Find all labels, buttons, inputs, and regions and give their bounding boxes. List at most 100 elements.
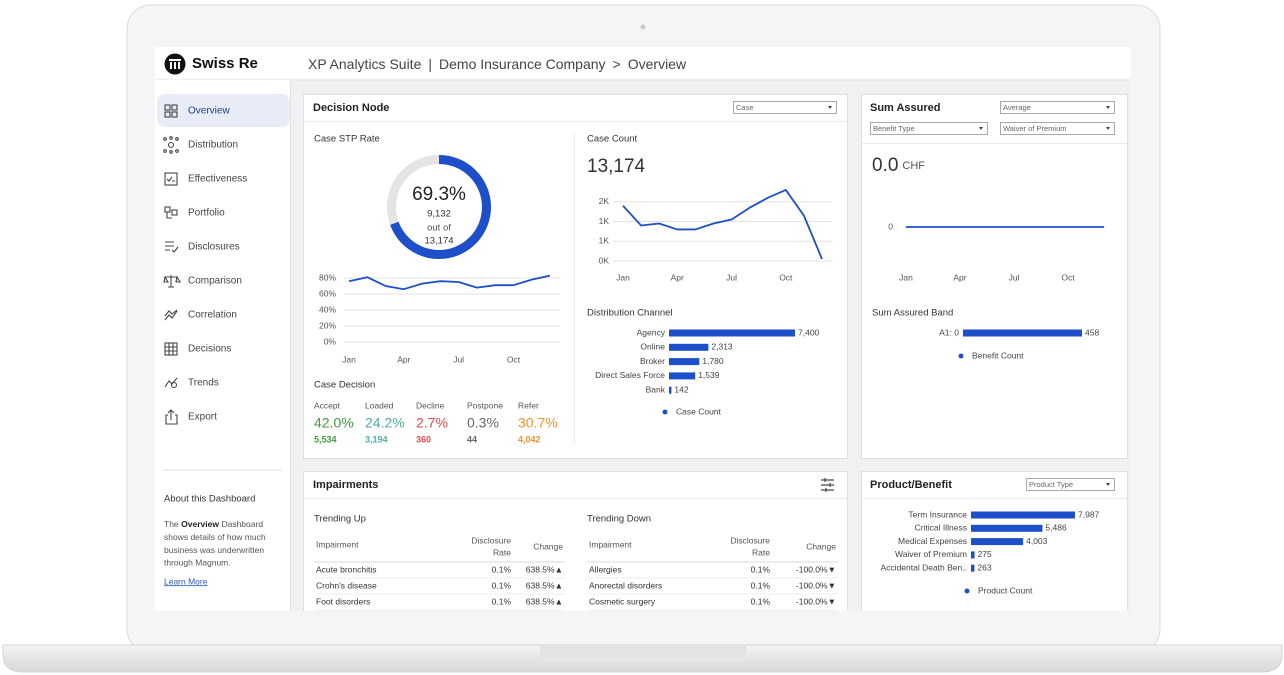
- value-label: 5,486: [1045, 523, 1067, 533]
- icon-part: [166, 212, 172, 219]
- legend-label: Product Count: [978, 585, 1033, 595]
- screen: Swiss Re XP Analytics Suite | Demo Insuranc…: [155, 47, 1131, 611]
- bar-label: Bank: [646, 384, 666, 394]
- table-cell: Foot disorders: [316, 596, 370, 606]
- dropdown[interactable]: Waiver of Premium: [1000, 122, 1115, 135]
- dropdown-arrow: [1106, 483, 1110, 486]
- dropdown-value: Waiver of Premium: [1003, 124, 1066, 133]
- icon-part: [164, 104, 171, 111]
- value-label: 7,400: [798, 327, 820, 337]
- decision-count: 5,534: [314, 434, 337, 444]
- decision-rate: 30.7%: [518, 415, 558, 431]
- section-title: Trending Down: [587, 514, 651, 525]
- nav-item[interactable]: Portfolio: [188, 208, 225, 219]
- icon-part: [165, 241, 179, 253]
- table-cell: 638.5%▲: [526, 580, 563, 590]
- bar: [971, 524, 1043, 532]
- about-highlight: Overview: [181, 519, 219, 529]
- x-tick-label: Jan: [616, 272, 630, 282]
- icon-part: [164, 111, 171, 118]
- breadcrumb-part: |: [428, 56, 432, 72]
- donut-denominator: 13,174: [424, 236, 453, 247]
- bar-label: Agency: [637, 327, 666, 337]
- logo-glyph: [174, 62, 176, 69]
- x-tick-label: Jul: [453, 354, 464, 364]
- nav-item[interactable]: Disclosures: [188, 242, 240, 253]
- dropdown[interactable]: Product Type: [1026, 478, 1115, 491]
- bar: [971, 551, 975, 559]
- nav-item[interactable]: Overview: [188, 106, 230, 117]
- column-header: Disclosure: [471, 535, 511, 545]
- nav-item[interactable]: Export: [188, 412, 217, 423]
- nav-icon: [164, 309, 178, 321]
- laptop-notch: [540, 645, 746, 658]
- dropdown-arrow: [979, 127, 983, 130]
- bar: [971, 511, 1075, 519]
- table-cell: Allergies: [589, 564, 622, 574]
- bar: [669, 343, 709, 351]
- table-cell: 638.5%▲: [526, 596, 563, 606]
- icon-part: [165, 343, 177, 355]
- nav-item[interactable]: Effectiveness: [188, 174, 247, 185]
- nav-icon: [163, 275, 181, 288]
- column-header: Disclosure: [730, 535, 770, 545]
- about-lead: The: [164, 519, 179, 529]
- bar-label: Term Insurance: [908, 509, 967, 519]
- donut-arc: [387, 155, 491, 259]
- section-title: Sum Assured Band: [872, 308, 953, 319]
- nav-item[interactable]: Decisions: [188, 344, 231, 355]
- dropdown[interactable]: Benefit Type: [870, 122, 988, 135]
- table-cell: Crohn's disease: [316, 580, 377, 590]
- about-text: shows details of how much: [164, 532, 266, 542]
- icon-part: [171, 111, 178, 118]
- donut-numerator: 9,132: [427, 209, 451, 220]
- column-header: Rate: [493, 547, 511, 557]
- icon-part: [164, 172, 178, 186]
- table-cell: Anorectal disorders: [589, 580, 662, 590]
- learn-more-link[interactable]: Learn More: [164, 576, 208, 586]
- dropdown[interactable]: Average: [1000, 101, 1115, 114]
- value-label: 1,780: [702, 356, 724, 366]
- filter-icon[interactable]: [821, 478, 834, 492]
- x-tick-label: Jan: [899, 272, 913, 282]
- camera: [640, 24, 646, 30]
- y-tick-label: 1K: [599, 216, 610, 226]
- x-tick-label: Apr: [671, 272, 684, 282]
- decision-label: Refer: [518, 400, 539, 410]
- icon-part: [164, 342, 178, 356]
- dropdown-box: [1026, 478, 1115, 491]
- y-tick-label: 1K: [599, 236, 610, 246]
- panel-title: Decision Node: [313, 102, 389, 114]
- nav-item[interactable]: Trends: [188, 378, 219, 389]
- nav-item[interactable]: Comparison: [188, 276, 242, 287]
- dropdown[interactable]: Case: [733, 101, 837, 114]
- column-header: Impairment: [316, 539, 359, 549]
- decision-count: 3,194: [365, 434, 388, 444]
- dropdown-value: Product Type: [1029, 480, 1073, 489]
- y-tick-label: 40%: [319, 304, 336, 314]
- icon-part: [166, 176, 175, 182]
- y-tick-label: 80%: [319, 272, 336, 282]
- legend-swatch: [964, 588, 970, 594]
- nav-item[interactable]: Distribution: [188, 140, 238, 151]
- decision-rate: 42.0%: [314, 415, 354, 431]
- decision-rate: 2.7%: [416, 415, 448, 431]
- nav-icon: [164, 342, 178, 356]
- y-tick-label: 60%: [319, 288, 336, 298]
- brand: Swiss Re: [192, 55, 258, 72]
- y-tick-label: 0%: [324, 336, 337, 346]
- about-line: Dashboard: [221, 519, 263, 529]
- nav-item[interactable]: Correlation: [188, 310, 237, 321]
- decision-count: 360: [416, 434, 431, 444]
- icon-part: [163, 149, 167, 153]
- value-label: 7,987: [1078, 509, 1100, 519]
- dropdown-box: [870, 122, 988, 135]
- y-tick-label: 0: [888, 221, 893, 231]
- x-tick-label: Jul: [1009, 272, 1020, 282]
- x-tick-label: Oct: [1061, 272, 1075, 282]
- decision-rate: 24.2%: [365, 415, 405, 431]
- table-cell: 0.1%: [492, 580, 512, 590]
- dropdown-arrow: [1106, 106, 1110, 109]
